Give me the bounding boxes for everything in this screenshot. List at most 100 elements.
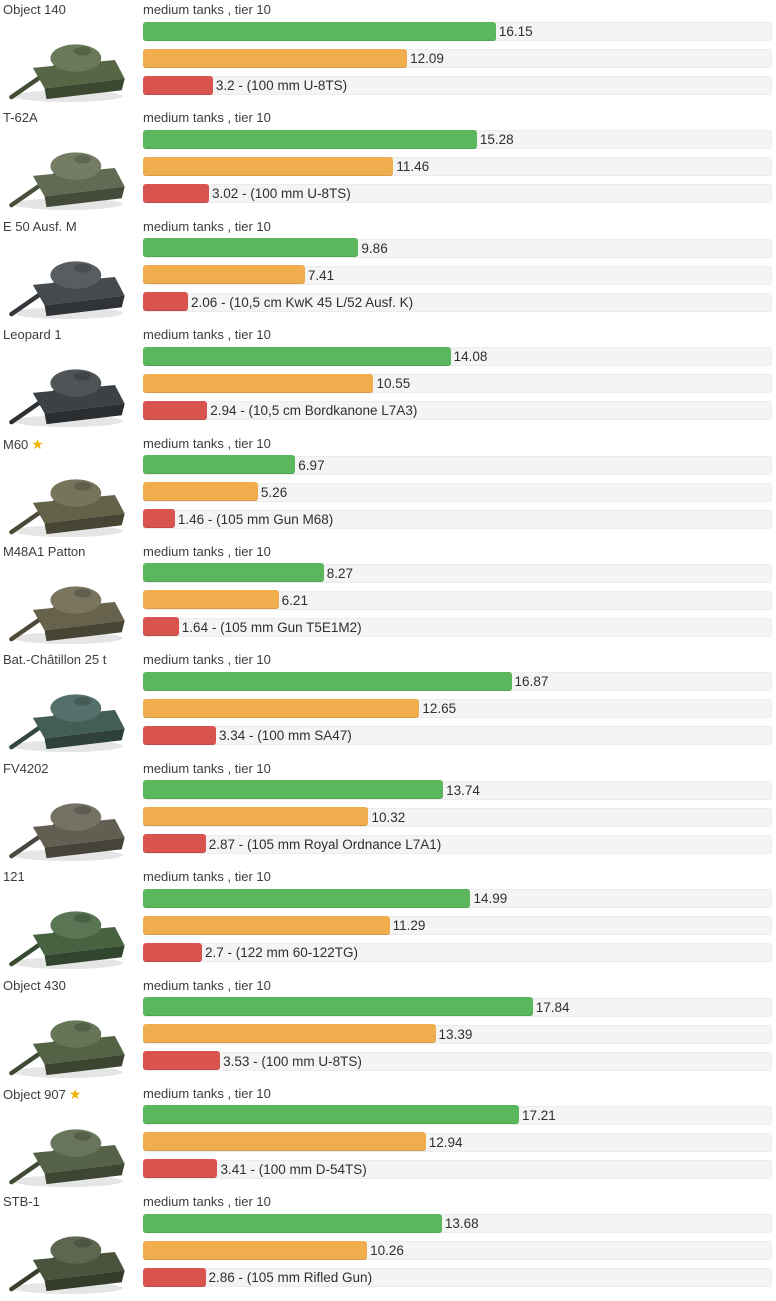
tank-name-line: Leopard 1★ [3, 327, 143, 343]
bar-orange [143, 265, 305, 285]
tank-image [3, 127, 135, 211]
bar-track-green: 9.86 [143, 238, 772, 258]
bar-green [143, 21, 496, 41]
bar-track-orange: 7.41 [143, 265, 772, 285]
category-label: medium tanks , tier 10 [143, 869, 271, 885]
category-label: medium tanks , tier 10 [143, 543, 271, 559]
tank-name: 121 [3, 869, 25, 885]
tank-image [3, 454, 135, 538]
bar-track-red: 2.94 - (10,5 cm Bordkanone L7A3) [143, 400, 772, 421]
bar-orange-value: 12.65 [422, 701, 457, 717]
tank-identity-column: STB-1★ [0, 1192, 143, 1300]
bar-green-value: 14.99 [473, 891, 508, 907]
bar-red-value: 2.87 - (105 mm Royal Ordnance L7A1) [208, 836, 442, 852]
tank-bars-column: medium tanks , tier 10 6.97 5.26 1.46 - … [143, 434, 776, 542]
tank-bars-column: medium tanks , tier 10 8.27 6.21 1.64 - … [143, 542, 776, 650]
bar-red-value: 1.46 - (105 mm Gun M68) [177, 511, 334, 527]
tank-name: FV4202 [3, 760, 49, 776]
bar-track-red: 3.34 - (100 mm SA47) [143, 725, 772, 746]
tank-name-line: T-62A★ [3, 110, 143, 126]
tank-silhouette-icon [9, 369, 125, 428]
bar-green-value: 6.97 [298, 457, 325, 473]
tank-row: STB-1★ medium tanks , tier 10 [0, 1192, 776, 1300]
bar-orange-value: 12.94 [428, 1134, 463, 1150]
tank-bars-column: medium tanks , tier 10 17.21 12.94 3.41 … [143, 1084, 776, 1192]
bar-orange-value: 7.41 [307, 267, 335, 283]
tank-bars-column: medium tanks , tier 10 13.68 10.26 2.86 … [143, 1192, 776, 1300]
tank-name: STB-1 [3, 1194, 40, 1210]
bar-red [143, 834, 206, 854]
bar-green-value: 16.87 [514, 674, 549, 690]
category-label: medium tanks , tier 10 [143, 652, 271, 668]
tank-name-line: M48A1 Patton★ [3, 544, 143, 560]
bar-track-green: 17.84 [143, 997, 772, 1017]
tank-row: E 50 Ausf. M★ medium tanks , tier 1 [0, 217, 776, 325]
tank-identity-column: T-62A★ [0, 108, 143, 216]
bar-track-green: 17.21 [143, 1105, 772, 1125]
bar-red-value: 2.7 - (122 mm 60-122TG) [205, 945, 359, 961]
tank-name-line: Object 907 ★ [3, 1086, 143, 1103]
tank-identity-column: Bat.-Châtillon 25 t★ [0, 650, 143, 758]
bar-red [143, 725, 216, 745]
bar-green-value: 14.08 [453, 349, 488, 365]
bar-red [143, 617, 179, 637]
tank-identity-column: E 50 Ausf. M★ [0, 217, 143, 325]
bar-green [143, 997, 533, 1017]
bar-track-orange: 12.94 [143, 1132, 772, 1152]
category-label: medium tanks , tier 10 [143, 435, 271, 451]
category-label: medium tanks , tier 10 [143, 1194, 271, 1210]
bar-track-green: 16.87 [143, 671, 772, 692]
category-label: medium tanks , tier 10 [143, 977, 271, 993]
tank-row: M48A1 Patton★ medium tanks , tier 1 [0, 542, 776, 650]
tank-image [3, 344, 135, 428]
bar-track-orange: 12.65 [143, 698, 772, 719]
tank-silhouette-icon [9, 261, 125, 319]
tank-image [3, 995, 135, 1079]
bar-red-value: 3.2 - (100 mm U-8TS) [215, 78, 348, 93]
bar-track-red: 2.7 - (122 mm 60-122TG) [143, 942, 772, 963]
bar-orange [143, 48, 408, 68]
bar-orange-value: 6.21 [281, 592, 308, 608]
tank-bars-column: medium tanks , tier 10 13.74 10.32 2.87 … [143, 759, 776, 867]
tank-name: M60 [3, 436, 29, 452]
bar-red-value: 3.53 - (100 mm U-8TS) [223, 1053, 362, 1069]
category-label: medium tanks , tier 10 [143, 218, 271, 234]
bar-red-value: 2.94 - (10,5 cm Bordkanone L7A3) [210, 403, 418, 419]
bar-track-orange: 11.46 [143, 156, 772, 177]
tank-row: Object 907 ★ medium tanks , tier 10 [0, 1084, 776, 1192]
tank-image [3, 1211, 135, 1295]
bar-green-value: 13.74 [446, 782, 480, 798]
tank-name-line: Object 430★ [3, 978, 143, 994]
tank-identity-column: Object 140★ [0, 0, 143, 108]
bar-track-red: 1.64 - (105 mm Gun T5E1M2) [143, 617, 772, 637]
bar-green [143, 346, 451, 366]
bar-green-value: 9.86 [361, 240, 388, 256]
bar-red [143, 1051, 221, 1071]
bar-track-red: 2.87 - (105 mm Royal Ordnance L7A1) [143, 834, 772, 854]
tank-name-line: STB-1★ [3, 1194, 143, 1210]
bar-orange-value: 12.09 [410, 51, 444, 66]
bar-red [143, 75, 213, 95]
bar-track-green: 13.74 [143, 780, 772, 800]
tank-bars-column: medium tanks , tier 10 14.99 11.29 2.7 -… [143, 867, 776, 975]
bar-green [143, 129, 477, 149]
bar-track-red: 3.2 - (100 mm U-8TS) [143, 75, 772, 95]
bar-track-red: 3.02 - (100 mm U-8TS) [143, 183, 772, 204]
bar-red [143, 292, 189, 312]
premium-star-icon: ★ [31, 435, 44, 452]
tank-name: E 50 Ausf. M [3, 218, 77, 234]
tank-identity-column: Object 907 ★ [0, 1084, 143, 1192]
tank-silhouette-icon [9, 694, 125, 753]
category-label: medium tanks , tier 10 [143, 110, 271, 126]
tank-bars-column: medium tanks , tier 10 16.15 12.09 3.2 -… [143, 0, 776, 108]
tank-name: Bat.-Châtillon 25 t [3, 652, 107, 668]
tank-row: 121★ medium tanks , tier 10 [0, 867, 776, 975]
premium-star-icon: ★ [68, 1085, 82, 1102]
bar-red [143, 183, 209, 203]
bar-red-value: 2.86 - (105 mm Rifled Gun) [208, 1270, 373, 1286]
bar-orange-value: 10.26 [370, 1243, 404, 1259]
bar-orange [143, 1024, 436, 1044]
tank-identity-column: FV4202★ [0, 759, 143, 867]
tank-bars-column: medium tanks , tier 10 15.28 11.46 3.02 … [143, 108, 776, 216]
